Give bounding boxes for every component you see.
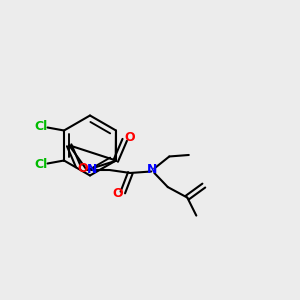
Text: O: O <box>112 188 123 200</box>
Text: N: N <box>146 164 157 176</box>
Text: O: O <box>77 162 88 175</box>
Text: O: O <box>124 131 134 144</box>
Text: Cl: Cl <box>34 119 47 133</box>
Text: N: N <box>87 164 98 176</box>
Text: Cl: Cl <box>34 158 47 172</box>
